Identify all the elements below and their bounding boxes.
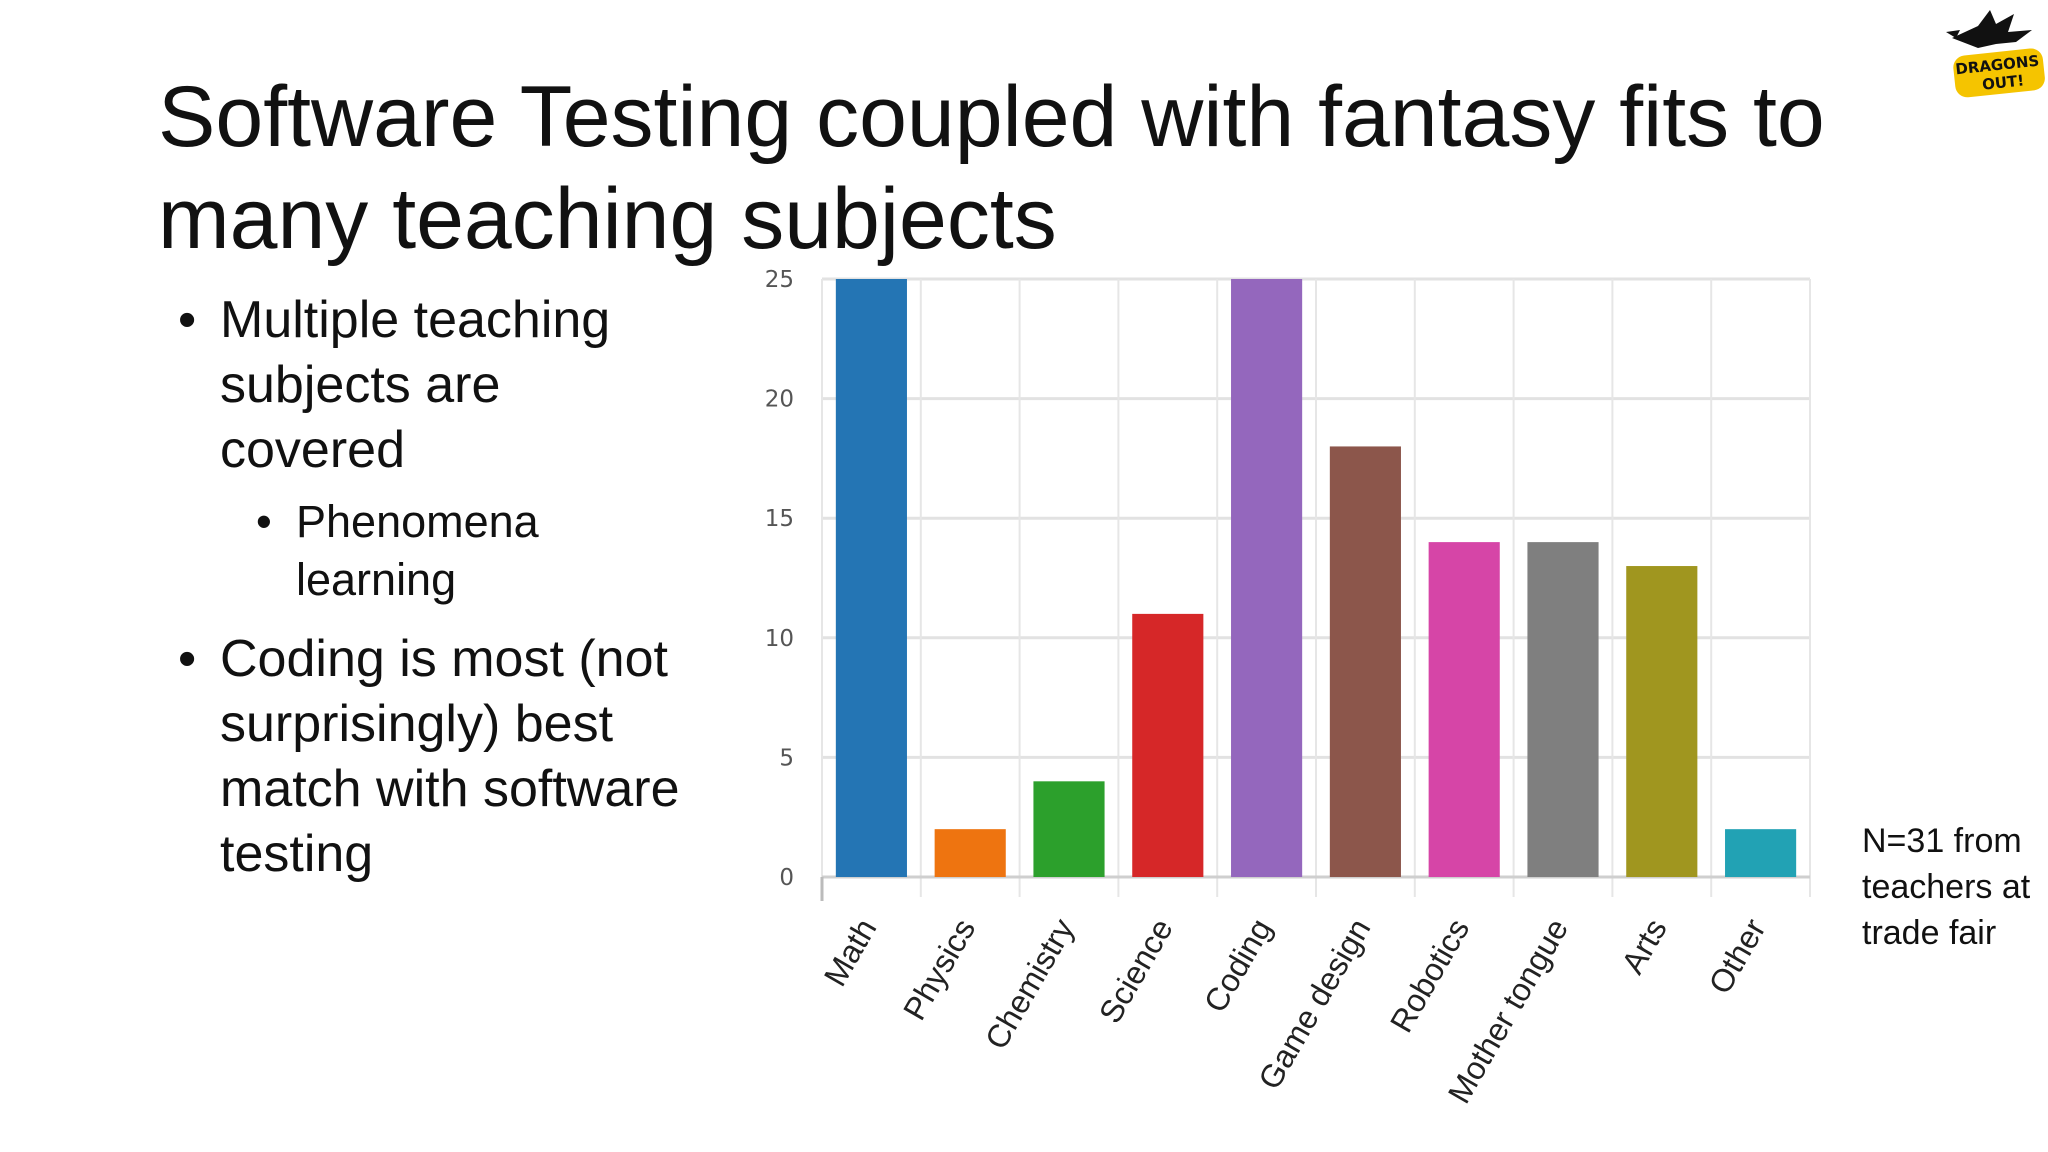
bullet-list: Multiple teaching subjects are covered P…: [178, 288, 698, 897]
bullet-item: Coding is most (not surprisingly) best m…: [178, 627, 698, 887]
x-tick-label: Robotics: [1383, 913, 1476, 1039]
bar-mother-tongue: [1527, 542, 1599, 877]
dragons-out-logo: DRAGONS OUT!: [1938, 8, 2048, 98]
y-tick-label: 15: [765, 506, 794, 532]
x-tick-label: Chemistry: [978, 913, 1081, 1056]
bar-other: [1725, 829, 1797, 877]
bullet-item: Multiple teaching subjects are covered: [178, 288, 698, 483]
bar-chart: 0 5 10 15 20 25 Math Physics Chemistry Science Cod…: [720, 255, 1870, 1152]
bar-chemistry: [1033, 781, 1105, 877]
bar-math: [835, 279, 907, 877]
svg-text:OUT!: OUT!: [1981, 71, 2025, 93]
bar-physics: [934, 829, 1006, 877]
bar-robotics: [1428, 542, 1500, 877]
y-tick-label: 25: [765, 267, 794, 293]
bar-arts: [1626, 566, 1698, 877]
y-tick-label: 10: [765, 626, 794, 652]
x-tick-label: Science: [1092, 913, 1180, 1030]
bar-game-design: [1329, 446, 1401, 877]
bar-science: [1132, 613, 1204, 877]
x-tick-label: Arts: [1614, 913, 1674, 980]
sub-bullet-item: Phenomena learning: [256, 493, 698, 609]
x-tick-label: Math: [817, 913, 884, 993]
y-tick-label: 20: [765, 387, 794, 413]
dragon-icon: DRAGONS OUT!: [1946, 10, 2045, 98]
y-tick-label: 0: [779, 865, 794, 891]
x-tick-label: Physics: [896, 913, 982, 1026]
slide-title: Software Testing coupled with fantasy fi…: [158, 69, 1825, 267]
x-tick-label: Other: [1701, 912, 1772, 1000]
sample-note: N=31 from teachers at trade fair: [1862, 822, 2031, 952]
x-tick-label: Coding: [1197, 913, 1279, 1019]
y-tick-label: 5: [779, 745, 794, 771]
bar-coding: [1231, 279, 1303, 877]
